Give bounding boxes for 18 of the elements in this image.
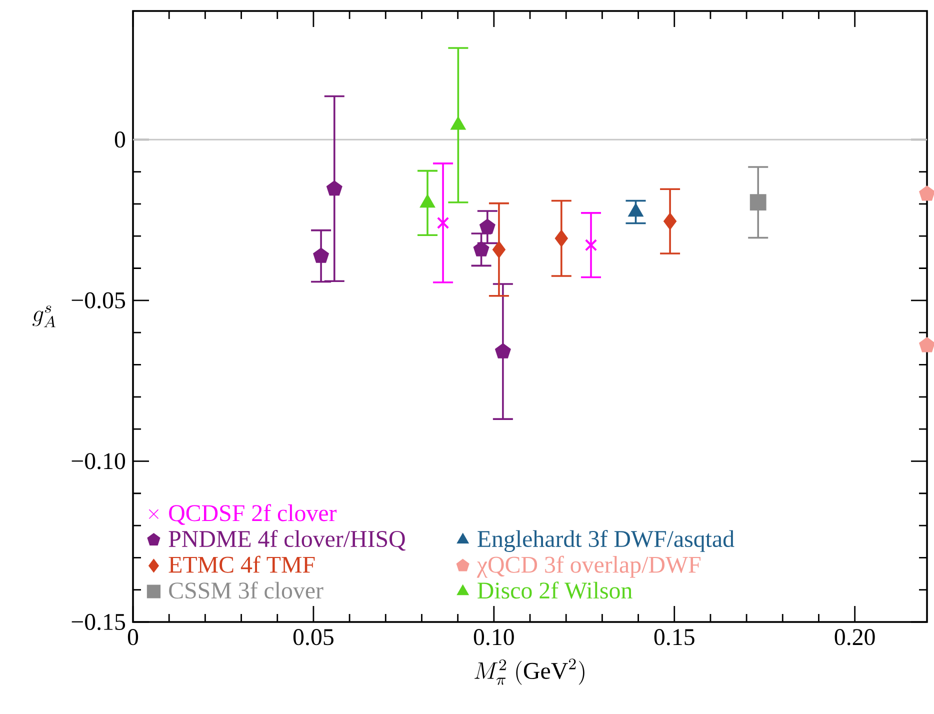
x-tick-label: 0.20: [834, 629, 875, 646]
legend-label: QCDSF 2f clover: [169, 504, 337, 525]
x-tick-label: 0.15: [654, 629, 694, 646]
legend-label: Englehardt 3f DWF/asqtad: [478, 530, 734, 552]
x-axis-title: $M_\pi^2\ (\mathrm{GeV}^2)$: [474, 658, 584, 685]
legend-label: Disco 2f Wilson: [478, 582, 632, 599]
x-tick-label: 0.05: [293, 629, 334, 646]
x-tick-label: 0: [128, 629, 138, 646]
y-tick-label: −0.15: [72, 614, 126, 630]
y-tick-label: −0.05: [72, 292, 126, 309]
legend-label: χQCD 3f overlap/DWF: [476, 556, 700, 578]
y-axis-title: $g_A^s$: [32, 306, 56, 328]
legend-label: CSSM 3f clover: [169, 582, 324, 599]
y-tick-label: 0: [114, 132, 126, 148]
legend-label: PNDME 4f clover/HISQ: [168, 530, 406, 551]
y-tick-label: −0.10: [72, 453, 126, 470]
legend-label: ETMC 4f TMF: [168, 556, 315, 573]
x-tick-label: 0.10: [474, 629, 514, 646]
